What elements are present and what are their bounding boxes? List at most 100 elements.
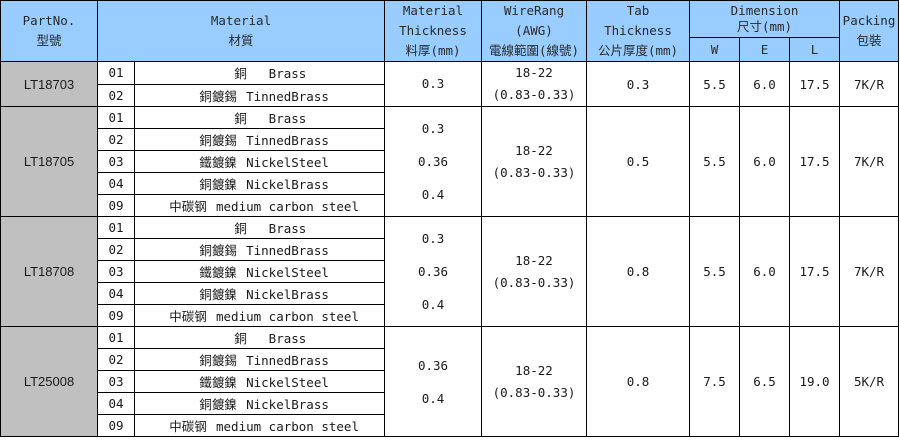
material-code-cell: 01 [97,216,135,239]
material-name-en: Brass [268,221,307,236]
material-name-zh: 銅鍍錫 [199,243,237,258]
packing-cell: 7K/R [839,216,900,327]
dim-e-cell: 6.0 [739,61,790,107]
table-row: 04 銅鍍鎳 NickelBrass [1,172,899,195]
material-code-cell: 04 [97,172,135,195]
material-name-en: NickelBrass [246,397,329,412]
wire-range-awg: 18-22 [515,142,553,158]
table-row: LT18708 01 銅 Brass 0.3 0.36 0.4 18-22 (0.83-0.33… [0,216,900,327]
material-name-en: TinnedBrass [246,243,329,258]
material-name-cell: 銅 Brass [134,106,385,129]
dim-l-cell: 17.5 [788,216,841,327]
wire-range-cell: 18-22 (0.83-0.33) [481,326,587,437]
dim-e-cell: 6.0 [739,216,790,327]
packing-cell: 5K/R [839,326,900,437]
material-name-cell: 銅鍍錫 TinnedBrass [134,238,385,261]
material-name-cell: 中碳钢 medium carbon steel [134,414,385,437]
material-name-zh: 銅 [234,111,247,126]
material-name-cell: 銅 Brass [134,61,385,85]
material-name-en: NickelBrass [246,287,329,302]
material-name-cell: 鐵鍍鎳 NickelSteel [134,260,385,283]
material-name-zh: 銅 [234,221,247,236]
material-name-en: medium carbon steel [216,419,359,434]
wire-range-mm: (0.83-0.33) [492,164,576,180]
material-code-cell: 09 [97,414,135,437]
header-wire-en2: (AWG) [515,23,553,38]
wire-range-mm: (0.83-0.33) [492,87,576,102]
material-name-en: TinnedBrass [246,353,329,368]
header-partno: PartNo. 型號 [0,0,98,62]
table-header: PartNo. 型號 Material 材質 Material Thicknes… [0,0,900,62]
wire-range-cell: 18-22 (0.83-0.33) [481,216,587,327]
material-name-cell: 銅鍍鎳 NickelBrass [134,172,385,195]
material-name-en: medium carbon steel [216,199,359,214]
material-name-en: NickelSteel [246,375,329,390]
material-code-cell: 03 [97,150,135,173]
table-body: LT18703 01 銅 Brass 0.3 18-22 (0.83-0.33) 0.3 5.5… [0,61,900,437]
header-packing-zh: 包裝 [856,33,882,48]
material-name-zh: 鐵鍍鎳 [199,375,237,390]
wire-range-cell: 18-22 (0.83-0.33) [481,106,587,217]
wire-range-mm: (0.83-0.33) [492,274,576,290]
material-name-zh: 銅鍍鎳 [199,177,237,192]
material-name-cell: 銅 Brass [134,326,385,349]
wire-range-cell: 18-22 (0.83-0.33) [481,61,587,107]
table-row: 03 鐵鍍鎳 NickelSteel [1,370,899,393]
material-name-en: TinnedBrass [246,133,329,148]
table-row: LT18705 01 銅 Brass 0.3 0.36 0.4 18-22 (0.83-0.33… [0,106,900,217]
thickness-cell: 0.3 0.36 0.4 [384,106,482,217]
material-code-cell: 04 [97,282,135,305]
part-number-cell: LT18703 [0,61,98,107]
header-partno-en: PartNo. [22,13,76,28]
thickness-value: 0.3 [421,76,445,91]
header-tab: Tab Thickness 公片厚度(mm) [586,0,690,62]
thickness-value: 0.36 [417,264,449,279]
material-name-en: NickelBrass [246,177,329,192]
material-name-en: Brass [268,111,307,126]
dim-l-cell: 17.5 [788,106,841,217]
material-name-cell: 銅鍍鎳 NickelBrass [134,282,385,305]
packing-cell: 7K/R [839,61,900,107]
header-partno-zh: 型號 [36,33,62,48]
wire-range-mm: (0.83-0.33) [492,384,576,400]
table-row: LT18703 01 銅 Brass 0.3 18-22 (0.83-0.33) 0.3 5.5… [0,61,900,107]
header-wire: WireRang (AWG) 電線範圍(線號) [481,0,587,62]
material-name-zh: 銅鍍錫 [199,133,237,148]
header-dimension-en: Dimension [730,3,799,19]
material-code-cell: 02 [97,128,135,151]
dim-e-cell: 6.5 [739,326,790,437]
dim-l-cell: 19.0 [788,326,841,437]
part-number-cell: LT25008 [0,326,98,437]
material-name-zh: 銅鍍鎳 [199,287,237,302]
material-name-en: Brass [268,66,307,82]
material-name-zh: 中碳钢 [169,309,207,324]
material-name-zh: 銅鍍錫 [199,88,237,104]
thickness-cell: 0.36 0.4 [384,326,482,437]
material-name-zh: 鐵鍍鎳 [199,265,237,280]
header-material-en: Material [210,13,272,28]
header-tab-en1: Tab [626,3,650,18]
thickness-value: 0.3 [421,121,445,136]
material-name-en: Brass [268,331,307,346]
table-row: 04 銅鍍鎳 NickelBrass [1,392,899,415]
material-name-en: NickelSteel [246,265,329,280]
header-material: Material 材質 [97,0,385,62]
material-code-cell: 02 [97,83,135,107]
header-material-zh: 材質 [228,33,254,48]
material-code-cell: 01 [97,326,135,349]
thickness-value: 0.36 [417,357,449,373]
header-dim-e: E [739,37,790,62]
material-name-cell: 銅鍍鎳 NickelBrass [134,392,385,415]
tab-thickness-cell: 0.3 [586,61,690,107]
thickness-value: 0.4 [421,390,445,406]
material-code-cell: 04 [97,392,135,415]
thickness-cell: 0.3 [384,61,482,107]
material-code-cell: 03 [97,260,135,283]
material-name-cell: 銅鍍錫 TinnedBrass [134,83,385,107]
table-row: 03 鐵鍍鎳 NickelSteel [1,260,899,283]
header-dim-l: L [788,37,841,62]
material-code-cell: 01 [97,61,135,85]
material-name-zh: 銅 [234,331,247,346]
tab-thickness-cell: 0.5 [586,106,690,217]
